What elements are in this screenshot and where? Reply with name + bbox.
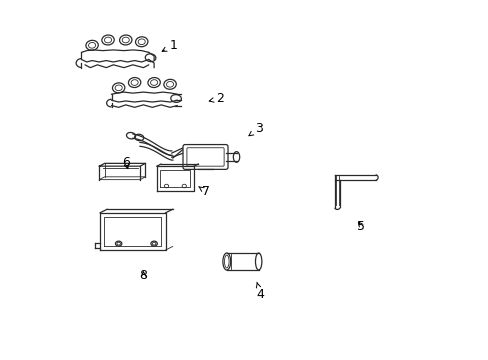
Text: 1: 1 bbox=[162, 39, 177, 52]
Text: 7: 7 bbox=[198, 185, 209, 198]
Text: 4: 4 bbox=[256, 282, 264, 301]
Text: 6: 6 bbox=[122, 157, 129, 170]
Text: 5: 5 bbox=[357, 220, 365, 233]
Text: 2: 2 bbox=[209, 92, 223, 105]
Text: 8: 8 bbox=[139, 269, 147, 282]
Text: 3: 3 bbox=[248, 122, 262, 136]
